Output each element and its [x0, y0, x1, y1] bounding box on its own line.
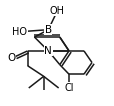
- Text: O: O: [7, 53, 16, 63]
- Text: HO: HO: [12, 27, 27, 37]
- Text: Cl: Cl: [64, 83, 73, 93]
- Text: OH: OH: [50, 6, 64, 16]
- Text: B: B: [44, 25, 51, 35]
- Text: N: N: [44, 46, 52, 56]
